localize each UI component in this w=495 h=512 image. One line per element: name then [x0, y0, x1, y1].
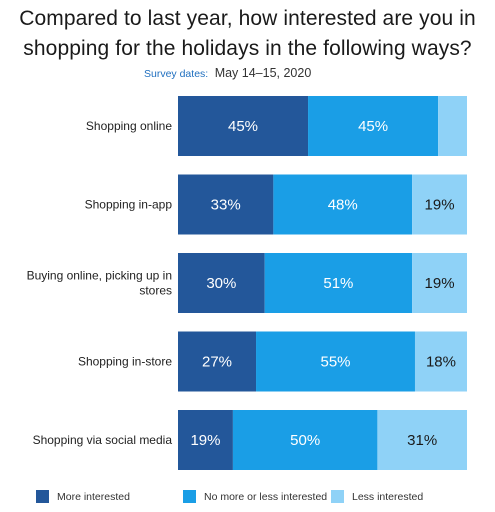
category-label: Shopping in-app: [85, 198, 173, 212]
legend-label: Less interested: [352, 490, 424, 503]
chart-legend: More interested No more or less intereste…: [36, 490, 486, 506]
bar-segment-no-more-or-less-interested: [273, 174, 413, 235]
legend-label: More interested: [57, 490, 130, 503]
category-label: Shopping online: [86, 119, 172, 133]
bar-segment-less-interested: [412, 253, 467, 313]
bar-value-label: 19%: [425, 275, 455, 292]
bar-segment-no-more-or-less-interested: [232, 410, 378, 470]
survey-dates-label: Survey dates:: [144, 68, 209, 80]
legend-swatch: [36, 490, 49, 503]
bar-value-label: 19%: [425, 197, 455, 214]
bar-segment-no-more-or-less-interested: [308, 96, 439, 156]
bar-segment-more-interested: [178, 331, 257, 392]
legend-label: No more or less interested: [204, 490, 328, 503]
legend-item: Less interested: [331, 490, 423, 503]
bar-segment-more-interested: [178, 174, 274, 235]
bar-segment-less-interested: [438, 96, 467, 156]
bar-value-label: 48%: [328, 197, 358, 214]
bar-segment-less-interested: [412, 174, 467, 235]
bar-value-label: 18%: [426, 354, 456, 371]
bar-value-label: 30%: [206, 275, 236, 292]
bar-segment-more-interested: [178, 410, 233, 470]
bar-value-label: 27%: [202, 354, 232, 371]
legend-swatch: [183, 490, 196, 503]
bar-segment-less-interested: [377, 410, 467, 470]
bar-value-label: 50%: [290, 432, 320, 449]
legend-item: No more or less interested: [183, 490, 327, 503]
bar-segment-no-more-or-less-interested: [264, 253, 413, 313]
stacked-bar-chart: Shopping online 45% 45% Shopping in-app 33% 4…: [27, 96, 467, 470]
bar-segment-more-interested: [178, 253, 265, 313]
bar-segment-no-more-or-less-interested: [256, 331, 415, 392]
bar-value-label: 45%: [358, 118, 388, 135]
bar-value-label: 19%: [190, 432, 220, 449]
category-label: Buying online, picking up in stores: [27, 269, 172, 298]
category-label: Shopping via social media: [33, 433, 173, 447]
bar-value-label: 33%: [211, 197, 241, 214]
legend-item: More interested: [36, 490, 130, 503]
survey-dates: Survey dates: May 14–15, 2020: [144, 66, 311, 80]
bar-value-label: 45%: [228, 118, 258, 135]
chart-title: Compared to last year, how interested ar…: [19, 7, 476, 60]
survey-dates-value: May 14–15, 2020: [214, 66, 312, 80]
bar-segment-more-interested: [178, 96, 309, 156]
category-label: Shopping in-store: [78, 355, 172, 369]
bar-value-label: 55%: [320, 354, 350, 371]
bar-value-label: 31%: [407, 432, 437, 449]
bar-segment-less-interested: [414, 331, 467, 392]
bar-value-label: 51%: [323, 275, 353, 292]
legend-swatch: [331, 490, 344, 503]
